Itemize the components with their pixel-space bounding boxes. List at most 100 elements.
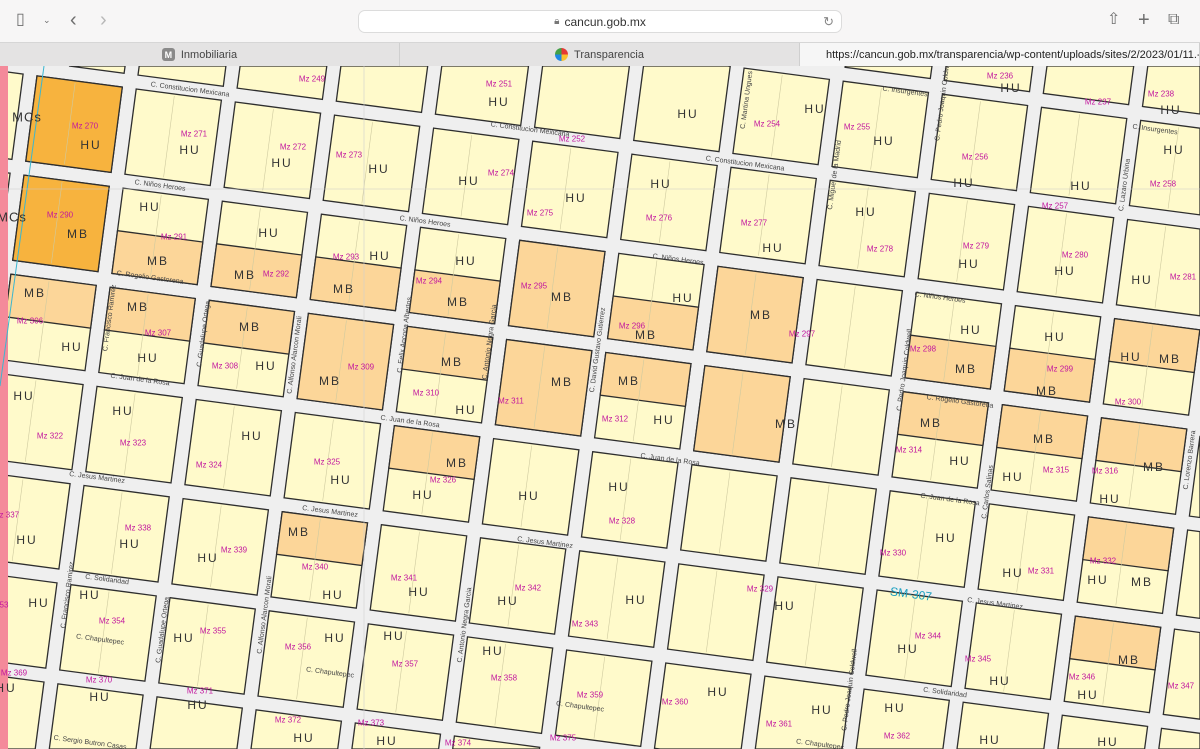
- inmobiliaria-favicon: M: [161, 48, 175, 61]
- tab-label: Inmobiliaria: [180, 48, 238, 61]
- lot-line: [348, 221, 360, 303]
- lot-line: [831, 385, 843, 467]
- city-block: [844, 66, 933, 80]
- city-block: [878, 490, 977, 589]
- city-block: [1188, 435, 1200, 519]
- lot-line: [1154, 226, 1167, 308]
- city-block: [719, 166, 818, 265]
- browser-toolbar: ▯ ⌄ ‹ › 🔒︎ cancun.gob.mx ↻ ⇧ + ⧉: [0, 0, 1200, 42]
- city-block: [1141, 66, 1200, 115]
- mb-zone: [706, 265, 804, 364]
- city-block: [1158, 727, 1200, 749]
- city-block: [1029, 106, 1128, 205]
- city-block: [632, 66, 731, 153]
- city-block: [0, 675, 45, 749]
- tab-overview-icon[interactable]: ⧉: [1168, 11, 1180, 28]
- city-block: [1042, 66, 1135, 106]
- tab-inmobiliaria[interactable]: M Inmobiliaria: [0, 43, 400, 66]
- lot-line: [1029, 411, 1041, 494]
- city-block: [455, 636, 554, 735]
- lot-line: [1068, 114, 1080, 196]
- lot-line: [857, 187, 869, 269]
- chevron-down-icon[interactable]: ⌄: [43, 15, 51, 25]
- lot-line: [361, 122, 373, 204]
- city-block: [356, 623, 455, 722]
- new-tab-icon[interactable]: +: [1138, 9, 1150, 31]
- city-block: [468, 537, 567, 635]
- tab-label: https://cancun.gob.mx/transparencia/wp-c…: [826, 48, 1200, 61]
- city-block: [335, 66, 429, 114]
- mb-zone: [507, 239, 606, 338]
- city-block: [732, 67, 831, 166]
- lot-line: [64, 82, 76, 165]
- lot-line: [619, 458, 632, 541]
- city-block: [58, 583, 157, 682]
- lot-line: [460, 135, 473, 217]
- lot-line: [98, 591, 110, 674]
- lot-line: [1102, 623, 1114, 705]
- city-block: [765, 576, 864, 675]
- city-block: [0, 473, 71, 570]
- lot-line: [917, 497, 929, 580]
- forward-icon[interactable]: ›: [100, 9, 107, 31]
- mb-zone: [1082, 516, 1175, 572]
- mb-zone: [1069, 615, 1162, 671]
- lot-line: [197, 604, 209, 687]
- lot-line: [223, 406, 235, 488]
- lot-line: [408, 531, 420, 614]
- tab-transparencia[interactable]: Transparencia: [400, 43, 800, 66]
- city-block: [48, 683, 144, 749]
- lot-line: [904, 596, 916, 679]
- city-block: [580, 450, 679, 549]
- lot-line: [533, 346, 546, 428]
- lot-line: [645, 260, 658, 342]
- mb-zone: [494, 338, 593, 437]
- tab-pdf-document[interactable]: https://cancun.gob.mx/transparencia/wp-c…: [800, 43, 1200, 66]
- sidebar-icon[interactable]: ▯: [16, 11, 25, 28]
- lot-line: [745, 273, 757, 355]
- city-block: [666, 563, 765, 662]
- lot-line: [494, 643, 506, 726]
- city-block: [653, 662, 752, 749]
- city-block: [754, 675, 851, 749]
- lot-line: [447, 234, 459, 316]
- zoning-map[interactable]: MCs MCs HU HU HU HU HU HU HU HU HU HU HU HU HU HU HU HU HU…: [0, 66, 1200, 749]
- reload-icon[interactable]: ↻: [823, 14, 834, 29]
- lot-line: [943, 299, 955, 381]
- share-icon[interactable]: ⇧: [1107, 11, 1121, 28]
- lot-line: [1141, 325, 1153, 408]
- lot-line: [507, 544, 519, 627]
- city-block: [421, 127, 520, 226]
- lot-line: [969, 101, 981, 183]
- lot-line: [24, 380, 37, 462]
- address-bar[interactable]: 🔒︎ cancun.gob.mx ↻: [358, 10, 842, 33]
- city-block: [236, 66, 328, 101]
- back-icon[interactable]: ‹: [70, 9, 77, 31]
- city-block: [124, 88, 223, 187]
- city-block: [71, 484, 170, 583]
- lot-line: [395, 630, 407, 713]
- city-block: [679, 463, 778, 562]
- city-block: [0, 574, 58, 669]
- city-block: [805, 278, 904, 377]
- lot-line: [1042, 312, 1054, 394]
- mb-zone: [606, 295, 700, 351]
- city-block: [1175, 529, 1200, 620]
- lot-line: [51, 182, 63, 264]
- mb-zone: [904, 334, 997, 390]
- city-block: [964, 602, 1063, 701]
- city-block: [85, 385, 184, 484]
- mb-zone: [995, 403, 1089, 460]
- city-block: [533, 66, 631, 140]
- mb-zone: [388, 424, 481, 481]
- city-block: [956, 701, 1050, 749]
- lot-line: [163, 95, 175, 178]
- tab-bar: M Inmobiliaria Transparencia https://can…: [0, 42, 1200, 66]
- lot-line: [322, 419, 334, 501]
- mb-zone: [896, 390, 990, 447]
- city-block: [171, 497, 270, 596]
- lot-line: [956, 200, 968, 282]
- lot-line: [124, 393, 136, 475]
- city-block: [977, 503, 1076, 602]
- lot-line: [632, 359, 645, 441]
